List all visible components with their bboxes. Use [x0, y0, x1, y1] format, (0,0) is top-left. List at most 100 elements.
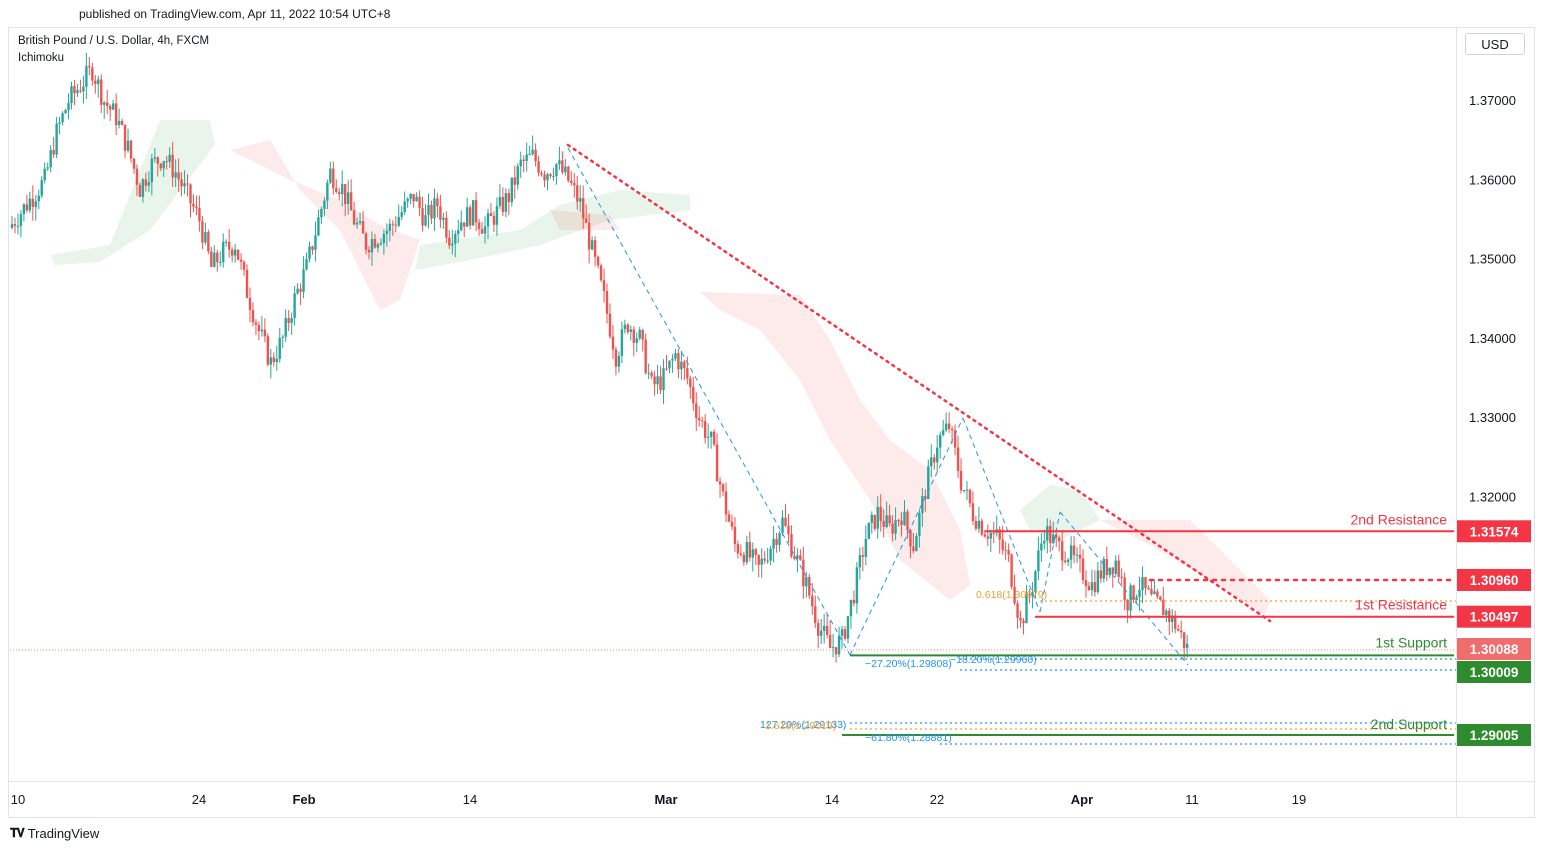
swing-leg-0: [567, 147, 851, 656]
candle-body: [103, 102, 106, 105]
candle-body: [870, 514, 873, 523]
candle-body: [376, 244, 380, 248]
candle-body: [55, 123, 58, 155]
candle-body: [266, 336, 270, 365]
symbol-legend[interactable]: British Pound / U.S. Dollar, 4h, FXCM: [18, 35, 210, 47]
candle-body: [171, 154, 174, 178]
candle-body: [1093, 582, 1097, 593]
candle-body: [686, 368, 689, 379]
candle-body: [965, 489, 969, 491]
candle-body: [73, 86, 76, 94]
fib-label-2: −18.20%(1.29960): [950, 654, 1037, 666]
candle-body: [1108, 567, 1111, 576]
candle-body: [561, 160, 564, 173]
x-tick-label: 24: [192, 792, 206, 807]
fib-label-0: 0.618(1.30679): [976, 589, 1047, 601]
level-label-2: 1st Support: [1375, 634, 1447, 650]
candle-body: [409, 194, 412, 199]
candle-body: [668, 360, 671, 369]
candle-body: [88, 66, 91, 68]
candle-body: [64, 110, 67, 114]
candle-body: [495, 205, 499, 225]
candle-body: [733, 526, 737, 545]
candle-body: [831, 647, 835, 649]
candle-body: [897, 520, 900, 522]
price-badge-text: 1.30088: [1470, 642, 1519, 657]
candle-body: [552, 176, 555, 178]
candle-body: [611, 336, 615, 350]
candle-body: [1117, 560, 1120, 577]
candle-body: [537, 161, 540, 173]
candle-body: [451, 243, 454, 246]
candle-body: [192, 203, 195, 207]
candle-body: [165, 161, 168, 163]
candle-body: [1126, 599, 1129, 611]
tradingview-brand[interactable]: 𝐓𝐕 TradingView: [10, 826, 99, 841]
candle-body: [531, 149, 534, 155]
time-axis-divider: [8, 781, 1535, 782]
candle-body: [858, 555, 862, 568]
candle-body: [671, 358, 674, 361]
candle-body: [141, 179, 145, 197]
candle-body: [825, 625, 829, 635]
candle-body: [100, 79, 103, 105]
candle-body: [421, 208, 424, 226]
candle-body: [61, 113, 64, 123]
candle-body: [174, 172, 177, 178]
swing-leg-1: [849, 417, 964, 656]
candle-body: [489, 213, 493, 217]
candle-body: [236, 249, 240, 260]
candle-body: [135, 168, 139, 185]
candle-body: [579, 198, 582, 202]
candle-body: [1129, 585, 1132, 611]
candle-body: [418, 196, 421, 209]
candle-body: [344, 184, 347, 205]
candle-body: [971, 503, 975, 521]
candle-body: [1069, 545, 1073, 560]
candle-body: [808, 577, 811, 596]
candle-body: [751, 549, 754, 558]
candle-body: [555, 164, 558, 177]
candle-body: [424, 215, 427, 226]
candle-body: [927, 466, 930, 499]
candle-body: [227, 241, 231, 250]
candle-body: [46, 167, 49, 169]
candle-body: [436, 198, 439, 207]
candle-body: [1120, 576, 1123, 578]
candle-body: [721, 484, 725, 492]
candle-body: [58, 122, 61, 124]
candle-body: [1063, 560, 1067, 563]
price-badge-text: 1.29005: [1470, 728, 1519, 743]
candle-body: [132, 158, 136, 169]
candle-body: [680, 361, 683, 370]
candle-body: [921, 496, 924, 514]
candle-body: [546, 174, 549, 181]
currency-button[interactable]: USD: [1465, 33, 1525, 55]
candle-body: [629, 329, 632, 332]
candle-body: [989, 532, 992, 539]
candle-body: [302, 269, 305, 292]
candle-body: [620, 329, 624, 356]
candle-body: [888, 515, 891, 524]
candle-body: [638, 330, 641, 339]
candle-body: [1075, 554, 1079, 556]
candle-body: [754, 549, 757, 556]
candle-body: [180, 179, 183, 187]
level-label-0: 2nd Resistance: [1350, 511, 1447, 527]
candle-body: [626, 324, 630, 332]
x-tick-label: 10: [11, 792, 25, 807]
candle-body: [962, 489, 966, 491]
candle-body: [1004, 549, 1007, 551]
candle-body: [168, 154, 171, 162]
candle-body: [483, 226, 487, 234]
candle-body: [207, 232, 210, 252]
published-caption: published on TradingView.com, Apr 11, 20…: [79, 7, 391, 21]
candle-body: [498, 196, 502, 206]
cloud-band-2: [415, 190, 690, 270]
candle-body: [91, 67, 94, 81]
indicator-legend[interactable]: Ichimoku: [18, 52, 65, 64]
ichimoku-cloud: [50, 120, 1270, 615]
candle-body: [715, 444, 719, 482]
candle-body: [787, 525, 790, 535]
